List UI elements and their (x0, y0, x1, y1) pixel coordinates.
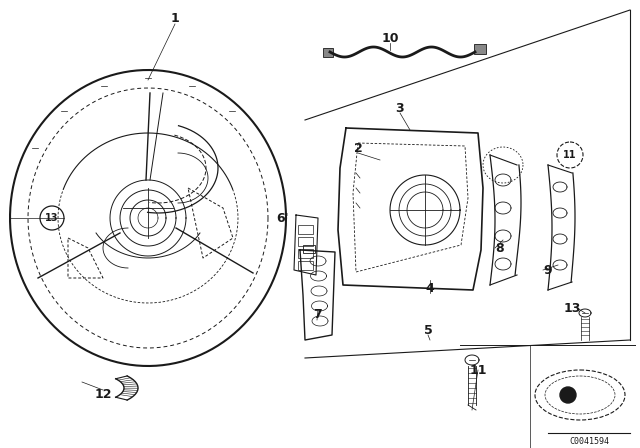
Text: 9: 9 (544, 263, 552, 276)
Text: 13: 13 (45, 213, 59, 223)
Text: C0041594: C0041594 (569, 438, 609, 447)
Bar (298, 249, 313, 258)
Text: 1: 1 (171, 12, 179, 25)
Text: 13: 13 (563, 302, 580, 314)
Text: 7: 7 (312, 309, 321, 322)
Text: 10: 10 (381, 31, 399, 44)
Text: 11: 11 (563, 150, 577, 160)
Bar (298, 261, 313, 270)
Text: 12: 12 (94, 388, 112, 401)
Bar (323, 48, 333, 57)
Bar (303, 245, 315, 253)
Text: 5: 5 (424, 323, 433, 336)
Bar (298, 237, 313, 246)
Text: 8: 8 (496, 241, 504, 254)
Text: 2: 2 (354, 142, 362, 155)
Text: 6': 6' (276, 211, 289, 224)
Text: 4: 4 (426, 281, 435, 294)
Text: 11: 11 (469, 363, 487, 376)
Bar (474, 44, 486, 54)
Text: 3: 3 (396, 102, 404, 115)
Bar (298, 225, 313, 234)
Circle shape (560, 387, 576, 403)
